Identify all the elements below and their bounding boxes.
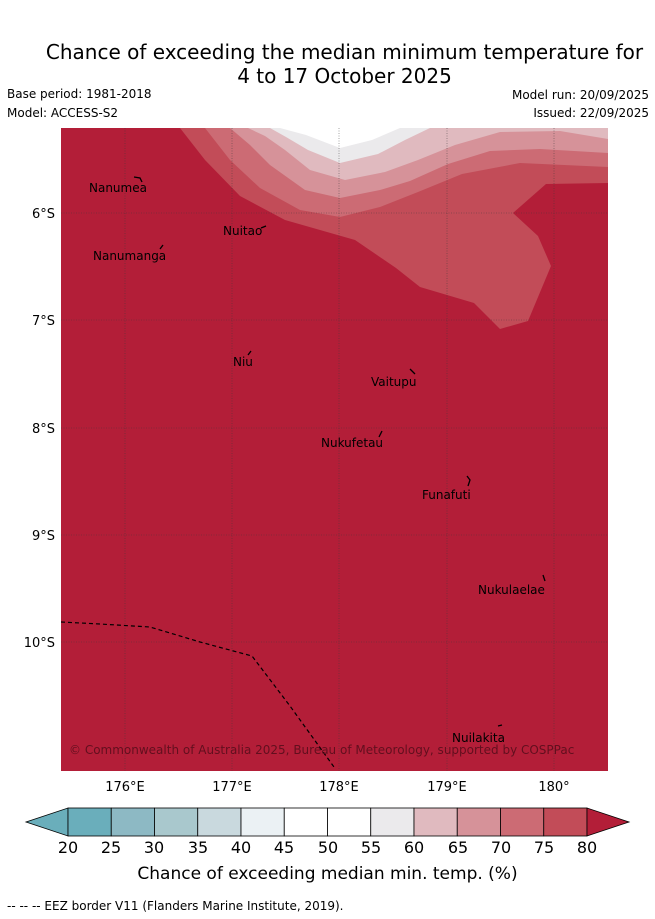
place-label-nanumanga: Nanumanga	[93, 249, 166, 263]
colorbar-tick-80: 80	[576, 838, 598, 857]
colorbar-tick-20: 20	[57, 838, 79, 857]
chart-title: Chance of exceeding the median minimum t…	[0, 40, 655, 88]
colorbar-tick-65: 65	[447, 838, 469, 857]
place-label-funafuti: Funafuti	[422, 488, 471, 502]
colorbar-segment-75-80	[543, 807, 588, 837]
map-panel: Nanumea Nuitao Nanumanga Niu Vaitupu Nuk…	[61, 128, 608, 771]
colorbar-segment-70-75	[500, 807, 545, 837]
colorbar-segment-55-60	[370, 807, 415, 837]
place-label-niu: Niu	[233, 355, 253, 369]
lat-label-9s: 9°S	[32, 529, 55, 544]
graticule	[61, 128, 608, 771]
lon-label-177e: 177°E	[212, 780, 252, 795]
colorbar-segment-25-30	[110, 807, 155, 837]
nukufetau-island	[378, 430, 383, 438]
colorbar-tick-55: 55	[360, 838, 382, 857]
lat-label-10s: 10°S	[24, 636, 55, 651]
eez-border	[61, 621, 335, 768]
colorbar-tick-70: 70	[490, 838, 512, 857]
model-name: Model: ACCESS-S2	[7, 106, 119, 120]
colorbar-tick-75: 75	[533, 838, 555, 857]
colorbar-segment-50-55	[327, 807, 372, 837]
latitude-labels: 6°S 7°S 8°S 9°S 10°S	[24, 207, 55, 651]
copyright-notice: © Commonwealth of Australia 2025, Bureau…	[69, 743, 574, 757]
nuitao-island	[260, 225, 267, 229]
lon-label-179e: 179°E	[427, 780, 467, 795]
colorbar-segment-45-50	[283, 807, 328, 837]
lat-label-6s: 6°S	[32, 207, 55, 222]
lat-label-8s: 8°S	[32, 422, 55, 437]
place-label-nuitao: Nuitao	[223, 224, 262, 238]
colorbar-segment-60-65	[413, 807, 458, 837]
model-run: Model run: 20/09/2025	[511, 88, 649, 102]
nukulaelae-island	[542, 574, 546, 582]
title-line-1: Chance of exceeding the median minimum t…	[45, 40, 644, 64]
place-labels: Nanumea Nuitao Nanumanga Niu Vaitupu Nuk…	[89, 181, 545, 745]
place-label-nuilakita: Nuilakita	[452, 731, 505, 745]
colorbar-tick-30: 30	[143, 838, 165, 857]
base-period: Base period: 1981-2018	[7, 87, 152, 101]
nanumanga-island	[159, 244, 164, 250]
colorbar-tick-50: 50	[317, 838, 339, 857]
title-line-2: 4 to 17 October 2025	[237, 64, 452, 88]
colorbar-tick-35: 35	[187, 838, 209, 857]
colorbar-extend-low	[24, 807, 69, 837]
colorbar	[24, 807, 631, 837]
colorbar-segment-30-35	[154, 807, 199, 837]
lon-label-180: 180°	[538, 780, 569, 795]
place-label-nukufetau: Nukufetau	[321, 436, 383, 450]
island-shapes	[133, 176, 546, 727]
place-label-nukulaelae: Nukulaelae	[478, 583, 545, 597]
colorbar-segment-35-40	[197, 807, 242, 837]
place-label-vaitupu: Vaitupu	[371, 375, 417, 389]
eez-legend-note: -- -- -- EEZ border V11 (Flanders Marine…	[7, 899, 344, 913]
colorbar-tick-40: 40	[230, 838, 252, 857]
nanumea-island	[133, 176, 143, 183]
probability-band-50	[280, 128, 400, 148]
lon-label-178e: 178°E	[319, 780, 359, 795]
lat-label-7s: 7°S	[32, 314, 55, 329]
vaitupu-island	[409, 368, 416, 375]
issued-date: Issued: 22/09/2025	[533, 106, 649, 120]
colorbar-tick-60: 60	[403, 838, 425, 857]
lon-label-176e: 176°E	[105, 780, 145, 795]
longitude-labels: 176°E 177°E 178°E 179°E 180°	[105, 780, 569, 795]
colorbar-extend-high	[586, 807, 631, 837]
colorbar-title: Chance of exceeding median min. temp. (%…	[137, 864, 518, 884]
colorbar-segment-40-45	[240, 807, 285, 837]
colorbar-segment-20-25	[67, 807, 112, 837]
colorbar-tick-25: 25	[100, 838, 122, 857]
colorbar-tick-45: 45	[273, 838, 295, 857]
funafuti-island	[466, 475, 471, 487]
nuilakita-island	[497, 724, 503, 727]
niu-island	[247, 350, 252, 356]
place-label-nanumea: Nanumea	[89, 181, 147, 195]
colorbar-segment-65-70	[456, 807, 501, 837]
